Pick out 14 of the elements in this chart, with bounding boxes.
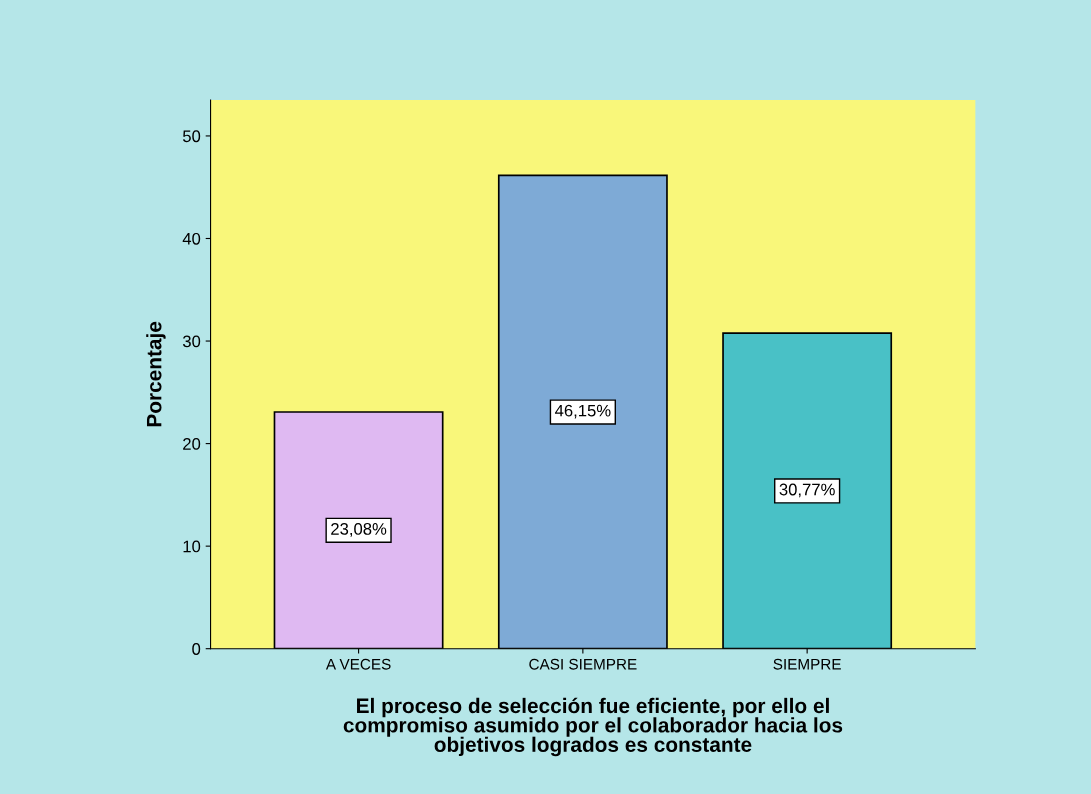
x-axis-title: El proceso de selección fue eficiente, por ello el compromiso asumido por el colaborador hacia los objetivos logrados es constante [343,697,843,757]
y-tick-label: 40 [182,232,201,245]
x-tick-label: A VECES [325,658,391,670]
y-tick-label: 10 [183,540,201,553]
data-label: 46,15% [554,404,611,419]
y-tick-label: 20 [183,437,201,450]
y-tick-label: 30 [182,335,201,348]
data-label: 30,77% [779,483,835,498]
x-tick-label: SIEMPRE [773,658,841,670]
y-tick-label: 50 [182,130,201,143]
data-label: 23,08% [331,523,387,537]
y-axis-title: Porcentaje [146,321,166,427]
x-tick-label: CASI SIEMPRE [529,658,637,670]
y-tick-label: 0 [192,643,201,655]
